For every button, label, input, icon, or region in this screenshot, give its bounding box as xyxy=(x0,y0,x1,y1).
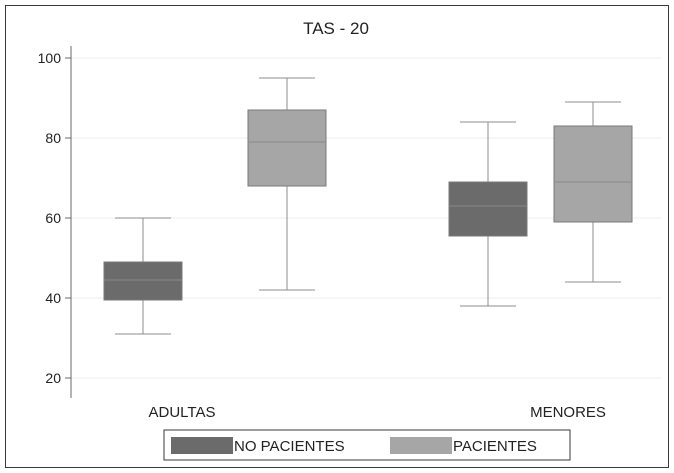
box-iqr xyxy=(448,181,528,237)
y-tick-label: 20 xyxy=(45,370,61,386)
box-adultas-pacientes xyxy=(247,77,327,291)
category-label-adultas: ADULTAS xyxy=(149,404,216,421)
box-menores-pacientes xyxy=(553,101,633,283)
category-labels: ADULTAS MENORES xyxy=(149,404,606,421)
y-tick-label: 60 xyxy=(45,210,61,226)
box-adultas-no-pacientes xyxy=(103,217,183,335)
box-iqr xyxy=(103,261,183,301)
box-iqr xyxy=(553,125,633,223)
category-label-menores: MENORES xyxy=(530,404,606,421)
y-tick-label: 100 xyxy=(38,50,62,66)
y-axis: 20 40 60 80 100 xyxy=(38,46,72,398)
legend-swatch xyxy=(171,437,233,454)
y-tick-label: 80 xyxy=(45,130,61,146)
y-tick-label: 40 xyxy=(45,290,61,306)
boxplot-chart: TAS - 20 20 40 60 80 100 ADULTAS MENORES NO P… xyxy=(38,19,661,461)
legend-label: NO PACIENTES xyxy=(234,438,345,455)
legend-label: PACIENTES xyxy=(453,438,537,455)
chart-title: TAS - 20 xyxy=(303,19,369,38)
box-plots xyxy=(103,77,633,335)
chart-frame: TAS - 20 20 40 60 80 100 ADULTAS MENORES NO P… xyxy=(5,5,669,468)
box-iqr xyxy=(247,109,327,187)
legend-swatch xyxy=(390,437,452,454)
legend: NO PACIENTES PACIENTES xyxy=(163,429,571,461)
box-menores-no-pacientes xyxy=(448,121,528,307)
